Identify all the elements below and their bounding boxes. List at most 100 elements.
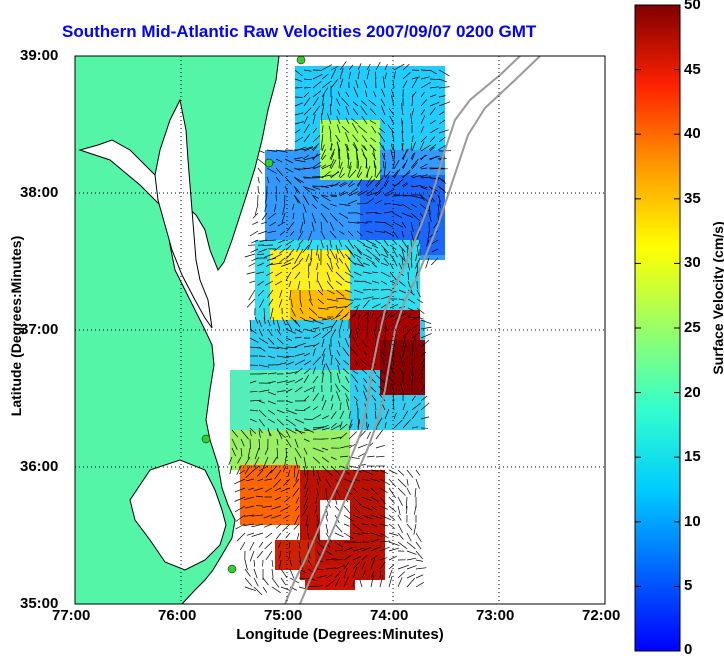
station-marker — [201, 434, 211, 444]
colorbar — [634, 4, 681, 652]
x-tick-label: 76:00 — [158, 607, 197, 624]
velocity-vector — [251, 523, 264, 528]
velocity-vector — [249, 380, 257, 384]
velocity-vector — [384, 161, 387, 170]
velocity-vector — [383, 248, 389, 256]
velocity-vector — [346, 399, 350, 411]
velocity-vector — [411, 108, 415, 116]
velocity-vector — [303, 319, 315, 323]
velocity-vector — [264, 203, 268, 212]
velocity-vector — [388, 576, 393, 588]
velocity-vector — [347, 257, 357, 266]
velocity-vector — [267, 319, 271, 327]
velocity-vector — [325, 558, 337, 561]
velocity-vector — [281, 316, 287, 326]
velocity-vector — [402, 169, 411, 179]
velocity-vector — [365, 211, 378, 214]
velocity-vector — [294, 438, 299, 448]
velocity-vector — [248, 262, 256, 267]
velocity-vector — [407, 280, 413, 293]
colorbar-tick-label: 50 — [684, 0, 701, 13]
velocity-vector — [399, 367, 404, 375]
velocity-vector — [267, 346, 280, 349]
velocity-vector — [321, 415, 329, 420]
velocity-vector — [364, 90, 368, 98]
velocity-vector — [293, 176, 305, 184]
velocity-vector — [357, 322, 360, 330]
velocity-vector — [312, 342, 320, 348]
velocity-vector — [339, 314, 348, 321]
velocity-vector — [420, 109, 426, 116]
velocity-vector — [365, 165, 371, 178]
velocity-vector — [352, 370, 359, 375]
velocity-vector — [265, 262, 274, 267]
velocity-vector — [362, 262, 370, 266]
velocity-vector — [370, 546, 382, 552]
velocity-vector — [380, 105, 386, 116]
velocity-vector — [335, 271, 345, 281]
velocity-vector — [294, 359, 306, 366]
velocity-vector — [329, 148, 336, 160]
velocity-vector — [402, 159, 408, 170]
velocity-vector — [420, 395, 428, 402]
velocity-vector — [397, 532, 404, 540]
velocity-vector — [402, 325, 409, 330]
velocity-vector — [361, 135, 368, 143]
velocity-vector — [299, 248, 304, 255]
velocity-vector — [420, 99, 428, 107]
velocity-vector — [303, 328, 316, 333]
velocity-vector — [246, 271, 256, 275]
velocity-vector — [410, 153, 415, 160]
velocity-vector — [308, 307, 318, 316]
pamlico-sound — [129, 459, 227, 571]
velocity-vector — [438, 136, 446, 143]
velocity-vector — [339, 465, 350, 470]
velocity-vector — [397, 571, 405, 579]
velocity-vector — [362, 253, 372, 259]
velocity-vector — [406, 573, 416, 579]
velocity-vector — [406, 469, 414, 478]
velocity-vector — [407, 271, 409, 281]
velocity-vector — [356, 221, 368, 224]
velocity-vector — [321, 87, 329, 98]
velocity-vector — [383, 221, 393, 228]
velocity-vector — [294, 409, 306, 412]
velocity-vector — [244, 465, 251, 475]
velocity-vector — [348, 169, 357, 179]
velocity-vector — [278, 239, 286, 244]
velocity-vector — [356, 248, 362, 256]
velocity-vector — [330, 354, 333, 366]
velocity-vector — [289, 230, 295, 236]
velocity-vector — [281, 212, 286, 224]
velocity-vector — [353, 304, 360, 309]
velocity-vector — [294, 121, 304, 125]
velocity-vector — [279, 559, 282, 569]
velocity-vector — [401, 182, 408, 187]
velocity-vector — [302, 176, 311, 178]
velocity-vector — [294, 328, 303, 333]
velocity-vector — [335, 253, 339, 263]
velocity-vector — [240, 429, 249, 440]
velocity-vector — [347, 199, 358, 205]
velocity-vector — [411, 77, 419, 89]
velocity-vector — [288, 280, 292, 288]
velocity-vector — [276, 447, 279, 459]
velocity-vector — [370, 532, 383, 537]
velocity-vector — [360, 359, 368, 366]
velocity-vector — [401, 148, 409, 160]
velocity-vector — [289, 568, 295, 579]
velocity-vector — [293, 157, 303, 160]
velocity-vector — [330, 422, 337, 429]
velocity-vector — [298, 550, 301, 563]
velocity-vector — [312, 195, 319, 203]
velocity-vector — [415, 541, 422, 550]
velocity-vector — [374, 239, 381, 244]
velocity-vector — [338, 340, 341, 348]
velocity-vector — [249, 230, 259, 237]
velocity-vector — [312, 375, 319, 384]
velocity-vector — [321, 338, 325, 348]
velocity-vector — [370, 558, 376, 570]
velocity-vector — [249, 280, 256, 284]
velocity-vector — [389, 253, 394, 260]
velocity-vector — [253, 456, 260, 468]
